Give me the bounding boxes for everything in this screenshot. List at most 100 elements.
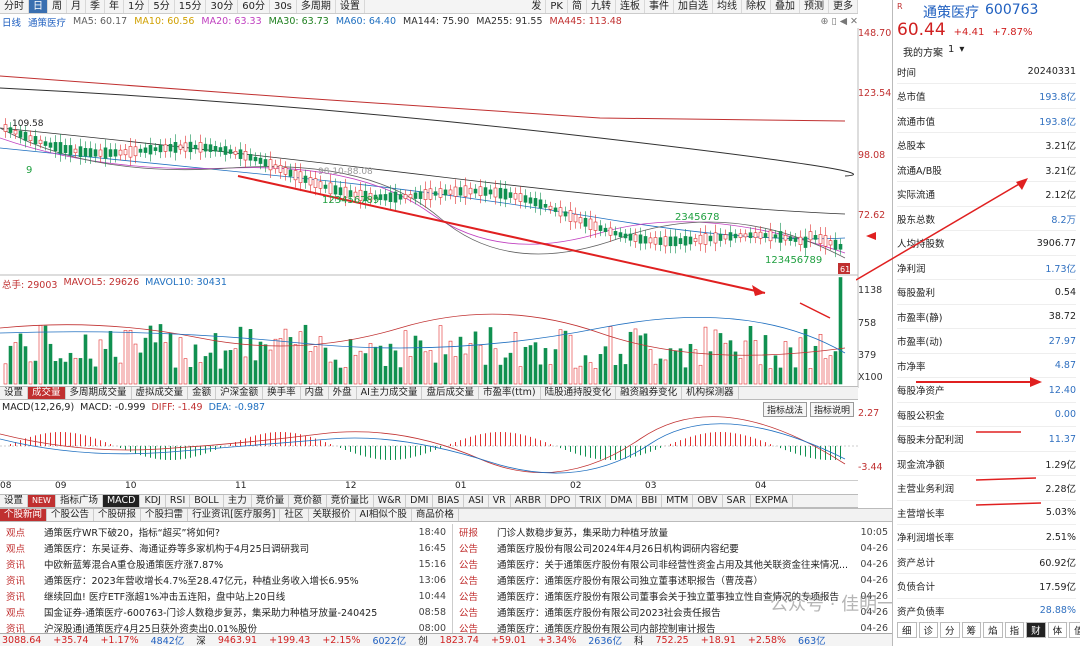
news-tab-3[interactable]: 个股扫雷: [141, 509, 189, 521]
indicator-tab-7[interactable]: 内盘: [301, 387, 329, 399]
tool-btn-2[interactable]: 简: [568, 0, 587, 13]
indicator-tab-4[interactable]: 金额: [188, 387, 217, 399]
bottom-tab-13[interactable]: BIAS: [433, 495, 465, 507]
macd-btn-1[interactable]: 指标说明: [810, 402, 855, 417]
period-tab-0[interactable]: 分时: [0, 0, 29, 13]
indicator-tab-10[interactable]: 盘后成交量: [422, 387, 479, 399]
bottom-tab-19[interactable]: DMA: [606, 495, 638, 507]
news-tab-4[interactable]: 行业资讯[医疗服务]: [188, 509, 281, 521]
news-left-item-1[interactable]: 观点 通策医疗：东吴证券、海通证券等多家机构于4月25日调研我司 16:45: [0, 540, 450, 556]
right-tab-2[interactable]: 分: [940, 622, 960, 638]
tool-btn-5[interactable]: 事件: [645, 0, 674, 13]
bottom-tab-23[interactable]: SAR: [723, 495, 751, 507]
bottom-tab-5[interactable]: RSI: [166, 495, 191, 507]
tool-btn-4[interactable]: 连板: [616, 0, 645, 13]
plan-select[interactable]: 我的方案 1 ▾: [903, 44, 964, 59]
bottom-tab-3[interactable]: MACD: [102, 495, 141, 507]
news-left-item-3[interactable]: 资讯 通策医疗：2023年营收增长4.7%至28.47亿元，种植业务收入增长6.9…: [0, 572, 450, 588]
tool-btn-11[interactable]: 更多: [829, 0, 858, 13]
legend-controls[interactable]: ⊕ ▯ ◀ ✕: [820, 16, 858, 27]
news-right-item-5[interactable]: 公告 通策医疗：通策医疗股份有限公司2023社会责任报告 04-26: [453, 604, 892, 620]
news-right-item-6[interactable]: 公告 通策医疗：通策医疗股份有限公司内部控制审计报告 04-26: [453, 620, 892, 636]
news-tab-2[interactable]: 个股研报: [94, 509, 142, 521]
news-tab-8[interactable]: 商品价格: [412, 509, 459, 521]
period-tab-9[interactable]: 30分: [206, 0, 239, 13]
period-tab-8[interactable]: 15分: [175, 0, 207, 13]
period-tab-7[interactable]: 5分: [149, 0, 175, 13]
bottom-tab-12[interactable]: DMI: [406, 495, 434, 507]
period-tab-10[interactable]: 60分: [238, 0, 270, 13]
right-tab-8[interactable]: 值: [1069, 622, 1080, 638]
period-tab-11[interactable]: 30s: [270, 0, 297, 13]
period-tab-4[interactable]: 季: [86, 0, 105, 13]
indicator-tab-9[interactable]: AI主力成交量: [357, 387, 423, 399]
tool-btn-9[interactable]: 叠加: [771, 0, 800, 13]
bottom-tab-0[interactable]: 设置: [0, 495, 29, 507]
news-tab-7[interactable]: AI相似个股: [356, 509, 412, 521]
right-tab-7[interactable]: 体: [1047, 622, 1068, 638]
indicator-tab-2[interactable]: 多周期成交量: [66, 387, 132, 399]
bottom-tab-20[interactable]: BBI: [637, 495, 663, 507]
bottom-tab-21[interactable]: MTM: [662, 495, 694, 507]
bottom-tab-14[interactable]: ASI: [464, 495, 489, 507]
right-tab-6[interactable]: 财: [1026, 622, 1046, 638]
bottom-tab-2[interactable]: 指标广场: [56, 495, 103, 507]
tool-btn-8[interactable]: 除权: [742, 0, 771, 13]
bottom-tab-18[interactable]: TRIX: [576, 495, 607, 507]
indicator-tab-8[interactable]: 外盘: [329, 387, 357, 399]
period-tab-12[interactable]: 多周期: [297, 0, 336, 13]
news-right-item-2[interactable]: 公告 通策医疗：关于通策医疗股份有限公司非经营性资金占用及其他关联资金往来情况..…: [453, 556, 892, 572]
tool-btn-7[interactable]: 均线: [713, 0, 742, 13]
period-tab-3[interactable]: 月: [67, 0, 86, 13]
bottom-tab-11[interactable]: W&R: [374, 495, 407, 507]
period-tab-6[interactable]: 1分: [124, 0, 150, 13]
bottom-tab-8[interactable]: 竞价量: [252, 495, 290, 507]
bottom-tab-1[interactable]: NEW: [28, 495, 56, 507]
indicator-tab-11[interactable]: 市盈率(ttm): [479, 387, 541, 399]
right-tab-5[interactable]: 指: [1004, 622, 1025, 638]
bottom-tab-10[interactable]: 竞价量比: [327, 495, 374, 507]
tool-btn-6[interactable]: 加自选: [674, 0, 713, 13]
news-left-item-4[interactable]: 资讯 继续回血! 医疗ETF涨超1%冲击五连阳，盘中站上20日线 10:44: [0, 588, 450, 604]
right-tab-0[interactable]: 细: [897, 622, 917, 638]
tool-btn-0[interactable]: 发: [527, 0, 547, 13]
news-tab-0[interactable]: 个股新闻: [0, 509, 48, 521]
indicator-tab-6[interactable]: 换手率: [263, 387, 301, 399]
right-tab-4[interactable]: 焰: [983, 622, 1003, 638]
news-right-item-4[interactable]: 公告 通策医疗：通策医疗股份有限公司董事会关于独立董事独立性自查情况的专项报告 04…: [453, 588, 892, 604]
period-tab-1[interactable]: 日: [29, 0, 48, 13]
bottom-tab-16[interactable]: ARBR: [511, 495, 547, 507]
period-tab-13[interactable]: 设置: [336, 0, 365, 13]
tool-btn-3[interactable]: 九转: [587, 0, 616, 13]
bottom-tab-24[interactable]: EXPMA: [751, 495, 793, 507]
news-tab-1[interactable]: 个股公告: [47, 509, 95, 521]
period-tab-5[interactable]: 年: [105, 0, 124, 13]
bottom-tab-9[interactable]: 竞价额: [289, 495, 327, 507]
period-tab-2[interactable]: 周: [48, 0, 67, 13]
bottom-tab-17[interactable]: DPO: [546, 495, 576, 507]
news-tab-5[interactable]: 社区: [280, 509, 309, 521]
indicator-tab-1[interactable]: 成交量: [28, 387, 66, 399]
bottom-tab-22[interactable]: OBV: [693, 495, 723, 507]
news-tab-6[interactable]: 关联报价: [309, 509, 356, 521]
indicator-tab-14[interactable]: 机构探测器: [682, 387, 739, 399]
tool-btn-10[interactable]: 预测: [800, 0, 829, 13]
bottom-tab-4[interactable]: KDJ: [140, 495, 166, 507]
news-right-item-0[interactable]: 研报 门诊人数稳步复苏，集采助力种植牙放量 10:05: [453, 524, 892, 540]
bottom-tab-15[interactable]: VR: [489, 495, 511, 507]
macd-chart[interactable]: [0, 414, 858, 480]
price-volume-chart[interactable]: 109.58 98.10-88.08 2345678 123456789 123…: [0, 28, 892, 388]
right-tab-1[interactable]: 诊: [918, 622, 939, 638]
news-left-item-5[interactable]: 观点 国金证券-通策医疗-600763-门诊人数稳步复苏，集采助力种植牙放量-24…: [0, 604, 450, 620]
news-left-item-6[interactable]: 资讯 沪深股通|通策医疗4月25日获外资卖出0.01%股份 08:00: [0, 620, 450, 636]
bottom-tab-6[interactable]: BOLL: [190, 495, 224, 507]
right-tab-3[interactable]: 筹: [961, 622, 982, 638]
indicator-tab-0[interactable]: 设置: [0, 387, 29, 399]
news-left-item-0[interactable]: 观点 通策医疗WR下破20，指标“超买”将如何? 18:40: [0, 524, 450, 540]
tool-btn-1[interactable]: PK: [546, 0, 568, 13]
news-right-item-3[interactable]: 公告 通策医疗：通策医疗股份有限公司独立董事述职报告（曹茂喜） 04-26: [453, 572, 892, 588]
macd-btn-0[interactable]: 指标战法: [763, 402, 808, 417]
indicator-tab-5[interactable]: 沪深金额: [216, 387, 264, 399]
indicator-tab-12[interactable]: 陆股通持股变化: [541, 387, 617, 399]
news-left-item-2[interactable]: 资讯 中欧新蓝筹混合A重仓股通策医疗涨7.87% 15:16: [0, 556, 450, 572]
